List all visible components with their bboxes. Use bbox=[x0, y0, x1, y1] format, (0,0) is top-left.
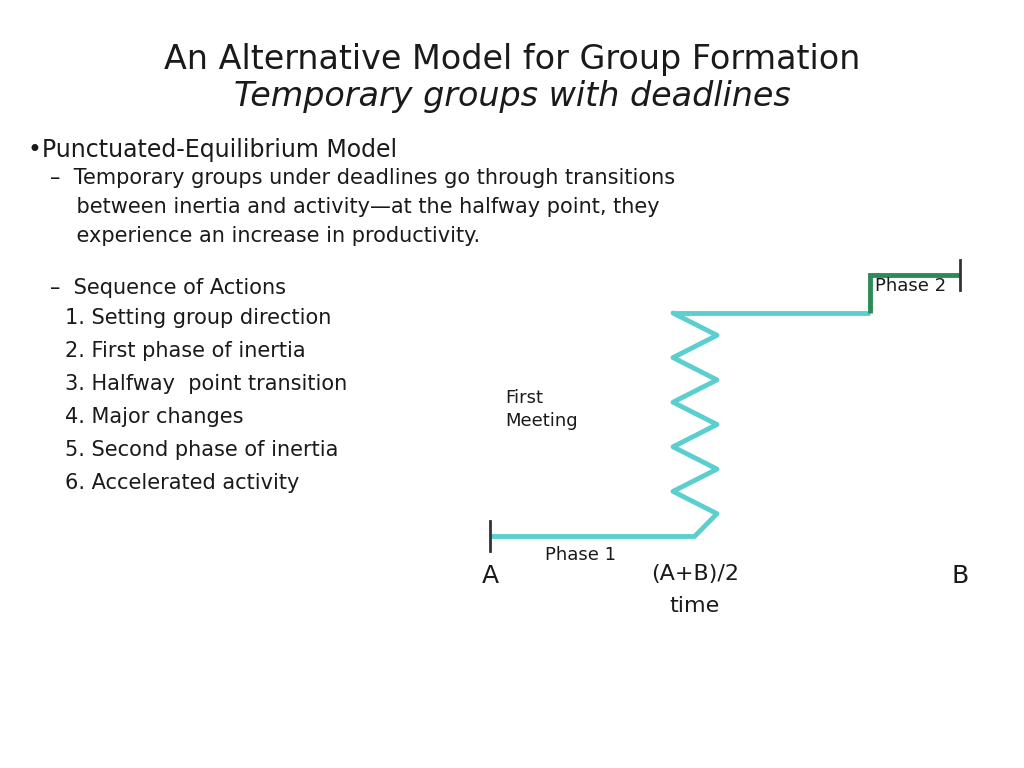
Text: A: A bbox=[481, 564, 499, 588]
Text: First
Meeting: First Meeting bbox=[505, 389, 578, 430]
Text: (A+B)/2: (A+B)/2 bbox=[651, 564, 739, 584]
Text: 1. Setting group direction: 1. Setting group direction bbox=[65, 308, 332, 328]
Text: •Punctuated-Equilibrium Model: •Punctuated-Equilibrium Model bbox=[28, 138, 397, 162]
Text: 5. Second phase of inertia: 5. Second phase of inertia bbox=[65, 440, 338, 460]
Text: 4. Major changes: 4. Major changes bbox=[65, 407, 244, 427]
Text: –  Sequence of Actions: – Sequence of Actions bbox=[50, 278, 286, 298]
Text: time: time bbox=[670, 596, 720, 616]
Text: –  Temporary groups under deadlines go through transitions
    between inertia a: – Temporary groups under deadlines go th… bbox=[50, 168, 675, 246]
Text: An Alternative Model for Group Formation: An Alternative Model for Group Formation bbox=[164, 43, 860, 76]
Text: 6. Accelerated activity: 6. Accelerated activity bbox=[65, 473, 299, 493]
Text: B: B bbox=[951, 564, 969, 588]
Text: Temporary groups with deadlines: Temporary groups with deadlines bbox=[233, 80, 791, 113]
Text: 3. Halfway  point transition: 3. Halfway point transition bbox=[65, 374, 347, 394]
Text: Phase 1: Phase 1 bbox=[545, 546, 616, 564]
Text: 2. First phase of inertia: 2. First phase of inertia bbox=[65, 341, 305, 361]
Text: Phase 2: Phase 2 bbox=[874, 277, 946, 295]
